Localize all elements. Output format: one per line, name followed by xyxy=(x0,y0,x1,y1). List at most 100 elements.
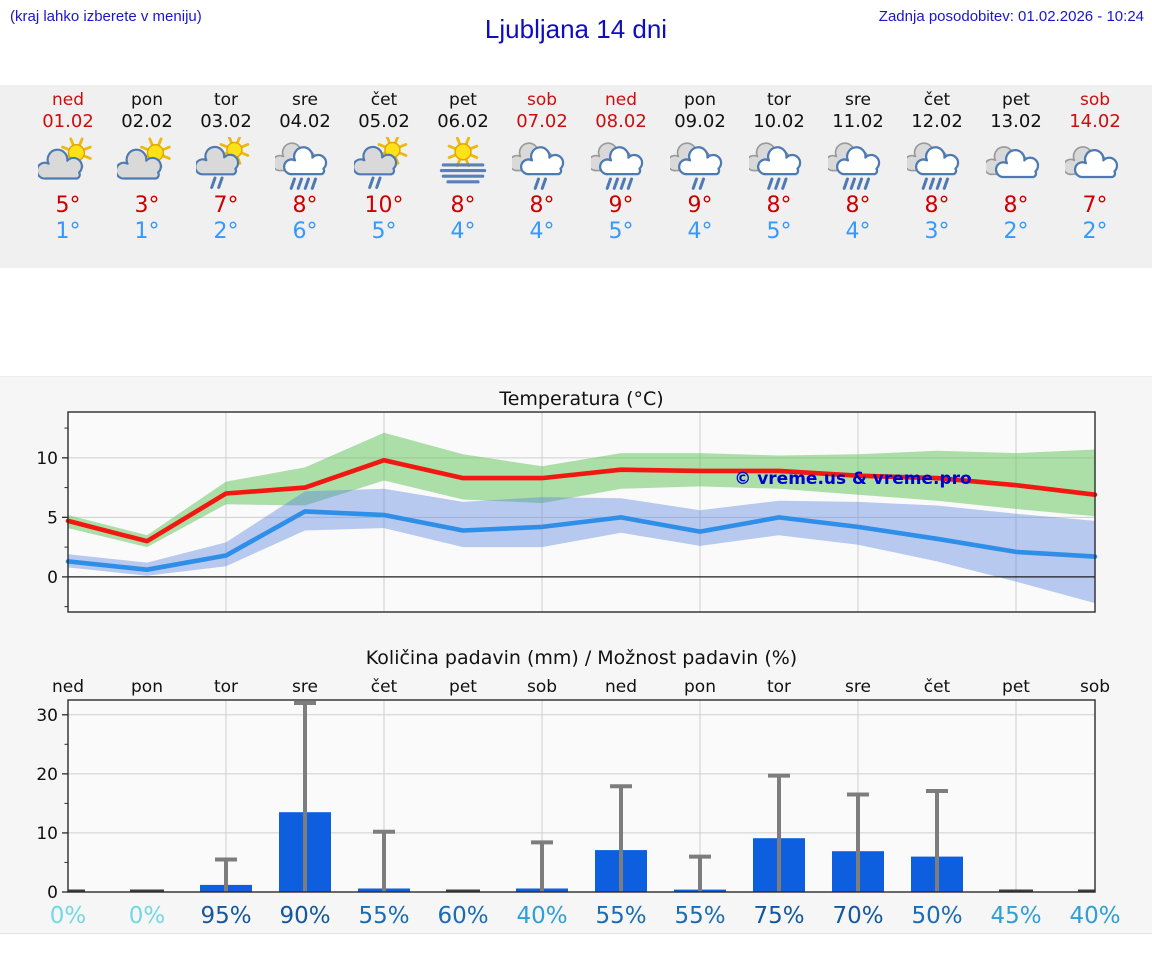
forecast-day: sob 07.02 8° 4° xyxy=(503,85,582,268)
cloud-rain-4-icon xyxy=(275,142,328,190)
chart-title: Količina padavin (mm) / Možnost padavin … xyxy=(366,647,797,669)
precip-percent: 0% xyxy=(128,903,166,929)
temperature-chart: 0 5 10 Temperatura (°C) © vreme.us & vreme.p… xyxy=(36,388,1098,613)
forecast-strip: ned 01.02 5° 1° pon 02.02 3° 1° tor 03.0… xyxy=(0,85,1152,268)
precip-day-label: sob xyxy=(526,677,558,697)
cloud-rain-4-icon xyxy=(907,142,960,190)
precip-percent: 40% xyxy=(516,903,568,929)
temp-high: 5° xyxy=(55,193,81,218)
precip-percent: 70% xyxy=(832,903,884,929)
temp-high: 8° xyxy=(1003,193,1029,218)
temp-low: 4° xyxy=(687,219,713,244)
temp-high: 8° xyxy=(529,193,555,218)
temp-high: 8° xyxy=(292,193,318,218)
temp-low: 5° xyxy=(371,219,397,244)
day-date: 08.02 xyxy=(595,111,647,132)
temp-low: 5° xyxy=(608,219,634,244)
precip-day-label: ned xyxy=(604,677,638,697)
temp-high: 7° xyxy=(1082,193,1108,218)
min-range-band xyxy=(68,488,1095,604)
day-date: 03.02 xyxy=(200,111,252,132)
temp-low: 2° xyxy=(1003,219,1029,244)
temp-low: 6° xyxy=(292,219,318,244)
page-title: Ljubljana 14 dni xyxy=(484,14,668,44)
precip-day-label: tor xyxy=(766,677,792,697)
precip-percent: 75% xyxy=(753,903,805,929)
day-date: 14.02 xyxy=(1069,111,1121,132)
day-name: čet xyxy=(923,90,951,110)
svg-text:30: 30 xyxy=(36,706,58,726)
temp-high: 7° xyxy=(213,193,239,218)
temp-high: 8° xyxy=(845,193,871,218)
cloud-rain-2-icon xyxy=(670,142,723,190)
sun-cloud-rain-2-icon xyxy=(354,137,408,189)
forecast-day: tor 03.02 7° 2° xyxy=(187,85,266,268)
precip-percent: 50% xyxy=(911,903,963,929)
precip-percent: 60% xyxy=(437,903,489,929)
y-axis: 0 10 20 30 xyxy=(36,706,68,903)
precip-percent: 0% xyxy=(49,903,87,929)
day-name: tor xyxy=(766,90,792,110)
day-name: pon xyxy=(131,90,163,110)
temp-low: 5° xyxy=(766,219,792,244)
svg-text:10: 10 xyxy=(36,824,58,844)
temp-low: 4° xyxy=(450,219,476,244)
precip-day-label: pet xyxy=(1002,677,1030,697)
sun-cloud-rain-2-icon xyxy=(196,137,250,189)
temp-low: 2° xyxy=(1082,219,1108,244)
precip-day-label: sre xyxy=(292,677,318,697)
day-date: 11.02 xyxy=(832,111,884,132)
max-range-band xyxy=(68,432,1095,548)
cloudy-icon xyxy=(986,146,1040,179)
temp-low: 1° xyxy=(55,219,81,244)
day-name: čet xyxy=(370,90,398,110)
watermark: © vreme.us & vreme.pro xyxy=(734,469,971,489)
day-date: 12.02 xyxy=(911,111,963,132)
svg-text:10: 10 xyxy=(36,449,58,469)
precip-percent: 90% xyxy=(279,903,331,929)
day-date: 09.02 xyxy=(674,111,726,132)
day-name: pet xyxy=(1002,90,1030,110)
cloud-rain-4-icon xyxy=(591,142,644,190)
forecast-day: pet 13.02 8° 2° xyxy=(977,85,1056,268)
precipitation-chart: 0 10 20 30 Količina padavin (mm) / Možnost p… xyxy=(36,647,1096,903)
precip-day-label: pon xyxy=(684,677,716,697)
cloud-rain-4-icon xyxy=(828,142,881,190)
precip-whiskers xyxy=(215,701,948,892)
temp-high: 10° xyxy=(364,193,404,218)
precip-day-label: sre xyxy=(845,677,871,697)
day-name: sob xyxy=(1079,90,1111,110)
forecast-day: pon 02.02 3° 1° xyxy=(108,85,187,268)
sun-fog-icon xyxy=(439,137,487,184)
day-date: 13.02 xyxy=(990,111,1042,132)
day-name: pon xyxy=(684,90,716,110)
last-updated: Zadnja posodobitev: 01.02.2026 - 10:24 xyxy=(878,8,1144,25)
sun-cloud-icon xyxy=(38,137,92,180)
day-name: sob xyxy=(526,90,558,110)
forecast-day: sre 04.02 8° 6° xyxy=(266,85,345,268)
precip-day-label: tor xyxy=(213,677,239,697)
precip-day-label: pet xyxy=(449,677,477,697)
precip-day-label: sob xyxy=(1079,677,1111,697)
day-name: tor xyxy=(213,90,239,110)
precip-percent: 95% xyxy=(200,903,252,929)
forecast-day: čet 05.02 10° 5° xyxy=(345,85,424,268)
forecast-day: ned 01.02 5° 1° xyxy=(29,85,108,268)
day-date: 05.02 xyxy=(358,111,410,132)
precip-percent: 45% xyxy=(990,903,1042,929)
day-name: ned xyxy=(51,90,85,110)
temp-high: 3° xyxy=(134,193,160,218)
precip-day-label: ned xyxy=(51,677,85,697)
cloud-rain-3-icon xyxy=(749,142,802,190)
cloudy-icon xyxy=(1065,146,1119,179)
day-name: pet xyxy=(449,90,477,110)
day-date: 10.02 xyxy=(753,111,805,132)
temp-low: 1° xyxy=(134,219,160,244)
max-temperature-line xyxy=(65,457,1098,544)
forecast-day: tor 10.02 8° 5° xyxy=(740,85,819,268)
temp-high: 8° xyxy=(766,193,792,218)
forecast-day: sre 11.02 8° 4° xyxy=(819,85,898,268)
day-date: 01.02 xyxy=(42,111,94,132)
precip-day-labels: ned pon tor sre čet pet sob ned pon tor sre čet pet s… xyxy=(0,676,1152,698)
svg-text:0: 0 xyxy=(47,883,58,903)
